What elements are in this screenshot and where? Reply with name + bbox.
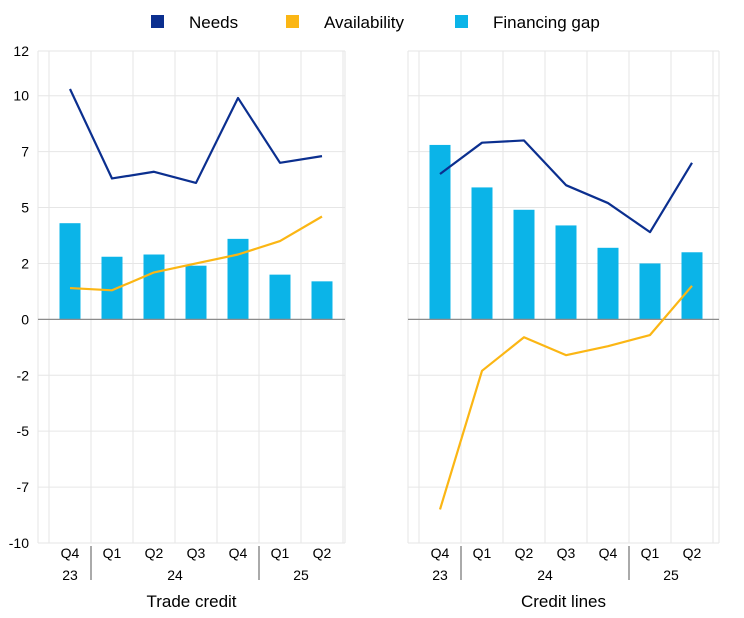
x-tick-label: Q4: [229, 545, 248, 561]
panel-trade-credit: Q4 Q1 Q2 Q3 Q4 Q1 Q2 23 24 25 Trade credit: [37, 50, 346, 611]
line-availability: [69, 215, 323, 292]
x-group-label: 25: [293, 567, 309, 583]
x-tick-label: Q2: [145, 545, 164, 561]
bar-financing-gap: [597, 247, 619, 320]
panel-title: Trade credit: [146, 592, 236, 611]
x-tick-label: Q1: [103, 545, 122, 561]
legend-label-needs: Needs: [189, 13, 238, 32]
x-tick-label: Q2: [683, 545, 702, 561]
x-tick-label: Q1: [473, 545, 492, 561]
y-tick-label: -10: [9, 535, 29, 551]
x-tick-label: Q3: [557, 545, 576, 561]
legend: Needs Availability Financing gap: [151, 13, 600, 32]
panel-credit-lines: Q4 Q1 Q2 Q3 Q4 Q1 Q2 23 24 25 Credit lines: [407, 50, 720, 611]
y-tick-label: -5: [17, 423, 30, 439]
x-group-label: 23: [432, 567, 448, 583]
bar-financing-gap: [269, 274, 291, 320]
legend-label-availability: Availability: [324, 13, 405, 32]
legend-swatch-availability: [286, 15, 299, 28]
x-tick-label: Q4: [599, 545, 618, 561]
x-tick-label: Q1: [271, 545, 290, 561]
y-tick-label: -2: [17, 367, 30, 383]
legend-swatch-needs: [151, 15, 164, 28]
y-tick-label: 10: [13, 88, 29, 104]
x-group-label: 24: [167, 567, 183, 583]
bar-financing-gap: [429, 144, 451, 320]
y-tick-label: 0: [21, 311, 29, 327]
y-tick-label: 5: [21, 200, 29, 216]
y-tick-label: 7: [21, 144, 29, 160]
line-needs: [69, 88, 323, 185]
legend-label-gap: Financing gap: [493, 13, 600, 32]
y-tick-label: -7: [17, 479, 30, 495]
bar-financing-gap: [101, 256, 123, 320]
x-tick-label: Q4: [61, 545, 80, 561]
x-tick-label: Q3: [187, 545, 206, 561]
line-needs: [439, 139, 693, 234]
panels: Q4 Q1 Q2 Q3 Q4 Q1 Q2 23 24 25 Trade credit Q4 Q1 Q2 Q3…: [37, 50, 720, 611]
x-group-label: 24: [537, 567, 553, 583]
x-tick-label: Q1: [641, 545, 660, 561]
line-availability: [438, 285, 693, 510]
bar-financing-gap: [639, 263, 661, 320]
y-tick-label: 12: [13, 43, 29, 59]
x-group-label: 25: [663, 567, 679, 583]
bar-financing-gap: [311, 281, 333, 320]
bar-financing-gap: [59, 223, 81, 320]
bar-financing-gap: [513, 209, 535, 320]
bar-financing-gap: [185, 265, 207, 320]
bar-financing-gap: [555, 225, 577, 320]
bar-financing-gap: [471, 187, 493, 320]
panel-title: Credit lines: [521, 592, 606, 611]
bar-financing-gap: [227, 238, 249, 320]
legend-swatch-gap: [455, 15, 468, 28]
x-tick-label: Q2: [313, 545, 332, 561]
y-tick-label: 2: [21, 255, 29, 271]
bar-financing-gap: [143, 254, 165, 320]
y-axis: 12 10 7 5 2 0 -2 -5 -7 -10: [9, 43, 29, 551]
x-tick-label: Q2: [515, 545, 534, 561]
x-group-label: 23: [62, 567, 78, 583]
x-tick-label: Q4: [431, 545, 450, 561]
